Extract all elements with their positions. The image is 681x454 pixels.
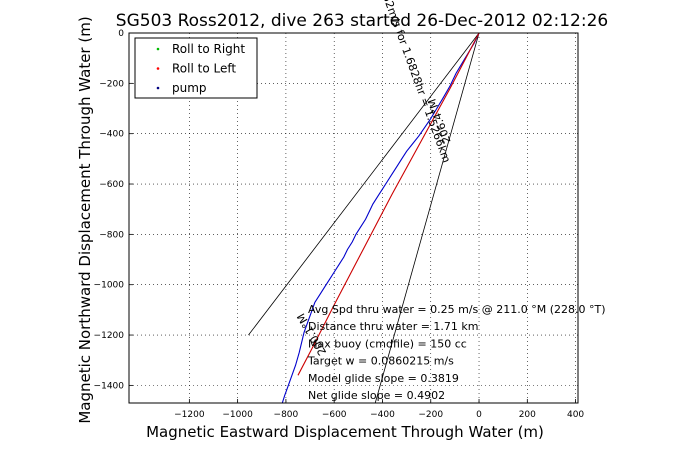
x-tick-label: −400: [370, 410, 395, 420]
chart-title: SG503 Ross2012, dive 263 started 26-Dec-…: [116, 11, 608, 31]
x-tick-label: −200: [418, 410, 443, 420]
stats-line: Target w = 0.0860215 m/s: [307, 355, 454, 368]
x-tick-label: 200: [519, 410, 536, 420]
y-tick-label: −600: [99, 180, 124, 190]
y-tick-label: −1400: [94, 381, 125, 391]
series-line-track: [281, 32, 480, 404]
legend: Roll to Right Roll to Left pump: [134, 37, 258, 99]
reference-line: [248, 32, 480, 336]
x-tick-label: −800: [274, 410, 299, 420]
reference-line: [374, 32, 480, 404]
x-tick-label: 400: [567, 410, 584, 420]
series-line-pump: [297, 32, 480, 376]
legend-marker: [156, 47, 160, 51]
y-axis-label: Magnetic Northward Displacement Through …: [76, 16, 94, 423]
x-tick-label: −600: [322, 410, 347, 420]
x-tick-label: −1200: [174, 410, 205, 420]
stats-line: Distance thru water = 1.71 km: [308, 320, 479, 333]
y-tick-label: −1000: [94, 281, 125, 291]
legend-box: [134, 37, 258, 99]
legend-label: Roll to Right: [172, 42, 245, 56]
legend-marker: [156, 86, 160, 90]
stats-line: Net glide slope = 0.4902: [308, 389, 445, 402]
stats-line: Max buoy (cmdfile) = 150 cc: [308, 337, 467, 350]
y-tick-label: 0: [118, 29, 124, 39]
axes-frame: [128, 32, 579, 404]
x-tick-label: 0: [476, 410, 482, 420]
legend-marker: [156, 67, 160, 70]
y-tick-label: −1200: [94, 331, 125, 341]
legend-label: pump: [172, 81, 207, 95]
plot-area: −1200 −1000 −800 −600 −400 −200 0 200 400 −1400 −1…: [94, 0, 606, 420]
y-tick-label: −200: [99, 79, 124, 89]
stats-line: Avg Spd thru water = 0.25 m/s @ 211.0 °M…: [308, 303, 606, 316]
legend-label: Roll to Left: [172, 62, 236, 76]
y-tick-label: −800: [99, 230, 124, 240]
y-tick-label: −400: [99, 130, 124, 140]
x-axis-label: Magnetic Eastward Displacement Through W…: [146, 423, 544, 441]
stats-line: Model glide slope = 0.3819: [308, 372, 459, 385]
x-tick-label: −1000: [222, 410, 253, 420]
